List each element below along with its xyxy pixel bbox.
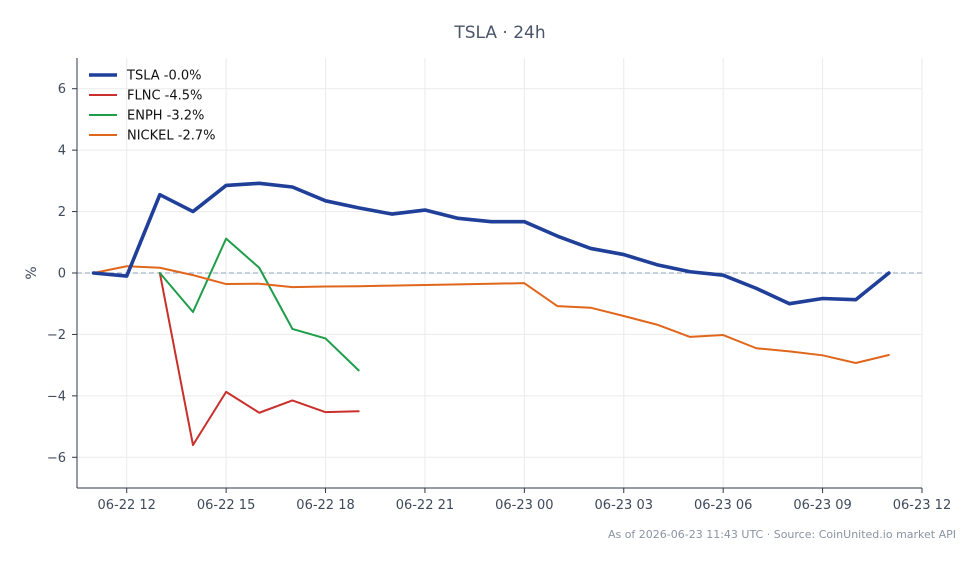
x-tick-label: 06-22 15 xyxy=(197,498,255,513)
legend: TSLA -0.0% FLNC -4.5% ENPH -3.2% NICKEL -2.… xyxy=(89,69,215,144)
x-tick-label: 06-23 12 xyxy=(893,498,951,513)
x-tick-label: 06-23 09 xyxy=(793,498,851,513)
x-tick-label: 06-23 00 xyxy=(495,498,553,513)
y-tick-label: −6 xyxy=(47,451,66,466)
series-line-tsla xyxy=(91,181,891,306)
legend-label-flnc: FLNC -4.5% xyxy=(127,89,202,104)
series-line-enph xyxy=(158,237,360,372)
x-tick-label: 06-22 21 xyxy=(396,498,454,513)
x-tick-label: 06-22 18 xyxy=(296,498,354,513)
chart-title: TSLA · 24h xyxy=(453,23,545,43)
axes: 06-22 12 06-22 15 06-22 18 06-22 21 06-23 00… xyxy=(47,58,951,513)
legend-label-enph: ENPH -3.2% xyxy=(127,109,204,124)
series-lines xyxy=(91,181,891,446)
x-tick-label: 06-23 06 xyxy=(694,498,752,513)
y-tick-label: −2 xyxy=(47,328,66,343)
y-tick-label: 2 xyxy=(58,205,66,220)
series-line-nickel xyxy=(92,265,890,364)
series-line-flnc xyxy=(158,272,360,446)
y-tick-label: 6 xyxy=(58,82,66,97)
x-tick-label: 06-22 12 xyxy=(97,498,155,513)
y-tick-label: 0 xyxy=(58,267,66,282)
legend-label-nickel: NICKEL -2.7% xyxy=(127,129,215,144)
y-axis-label: % xyxy=(24,266,40,279)
y-tick-label: 4 xyxy=(58,144,66,159)
source-footnote: As of 2026-06-23 11:43 UTC · Source: Coi… xyxy=(608,528,956,541)
x-tick-label: 06-23 03 xyxy=(595,498,653,513)
legend-label-tsla: TSLA -0.0% xyxy=(126,69,201,84)
y-tick-label: −4 xyxy=(47,389,66,404)
